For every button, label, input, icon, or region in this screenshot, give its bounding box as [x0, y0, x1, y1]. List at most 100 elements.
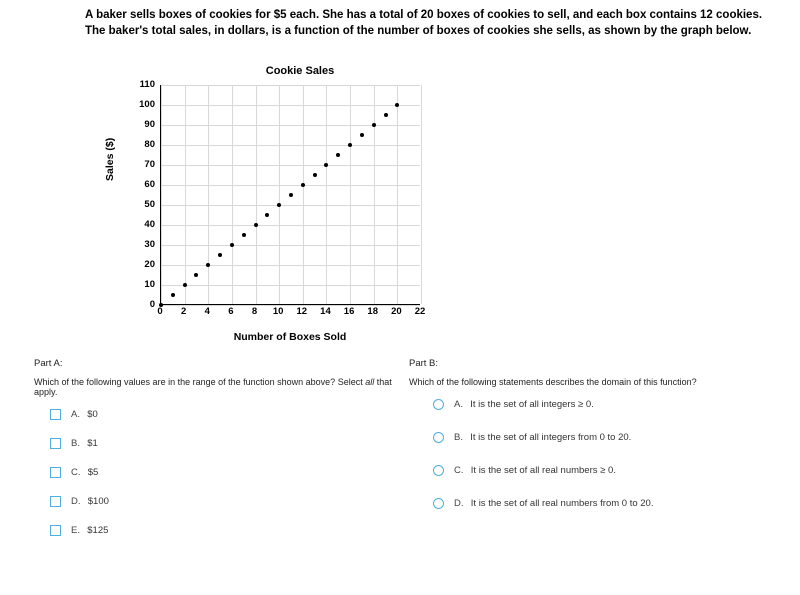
y-tick-label: 100 — [110, 99, 155, 110]
y-tick-label: 90 — [110, 119, 155, 130]
checkbox[interactable] — [50, 467, 61, 478]
checkbox[interactable] — [50, 496, 61, 507]
y-tick-label: 70 — [110, 159, 155, 170]
y-tick-label: 10 — [110, 279, 155, 290]
x-tick-label: 10 — [268, 306, 288, 317]
y-tick-label: 0 — [110, 299, 155, 310]
radio[interactable] — [433, 498, 444, 509]
data-point — [254, 223, 258, 227]
gridline-h — [161, 285, 420, 286]
radio[interactable] — [433, 432, 444, 443]
data-point — [313, 173, 317, 177]
data-point — [384, 113, 388, 117]
data-point — [395, 103, 399, 107]
gridline-v — [397, 85, 398, 304]
gridline-h — [161, 185, 420, 186]
option-text: C. $5 — [71, 467, 98, 478]
data-point — [230, 243, 234, 247]
parts-container: Part A: Which of the following values ar… — [34, 358, 774, 554]
gridline-h — [161, 245, 420, 246]
part-b-option[interactable]: C. It is the set of all real numbers ≥ 0… — [409, 465, 774, 476]
radio[interactable] — [433, 465, 444, 476]
x-tick-label: 16 — [339, 306, 359, 317]
gridline-v — [374, 85, 375, 304]
part-a: Part A: Which of the following values ar… — [34, 358, 399, 554]
y-tick-label: 110 — [110, 79, 155, 90]
part-a-option[interactable]: B. $1 — [34, 438, 399, 449]
gridline-v — [161, 85, 162, 304]
x-tick-label: 22 — [410, 306, 430, 317]
data-point — [348, 143, 352, 147]
checkbox[interactable] — [50, 438, 61, 449]
x-axis-label: Number of Boxes Sold — [160, 331, 420, 343]
part-b-option[interactable]: A. It is the set of all integers ≥ 0. — [409, 399, 774, 410]
data-point — [183, 283, 187, 287]
gridline-v — [208, 85, 209, 304]
option-text: D. $100 — [71, 496, 109, 507]
option-text: A. It is the set of all integers ≥ 0. — [454, 399, 594, 410]
data-point — [277, 203, 281, 207]
gridline-v — [303, 85, 304, 304]
data-point — [289, 193, 293, 197]
x-tick-label: 14 — [315, 306, 335, 317]
x-tick-label: 4 — [197, 306, 217, 317]
x-tick-label: 2 — [174, 306, 194, 317]
gridline-h — [161, 105, 420, 106]
gridline-v — [185, 85, 186, 304]
gridline-h — [161, 165, 420, 166]
gridline-h — [161, 205, 420, 206]
radio[interactable] — [433, 399, 444, 410]
part-a-q-emph: all — [365, 377, 374, 387]
x-tick-label: 18 — [363, 306, 383, 317]
gridline-h — [161, 125, 420, 126]
part-b: Part B: Which of the following statement… — [409, 358, 774, 554]
data-point — [218, 253, 222, 257]
plot-area — [160, 85, 420, 305]
y-tick-label: 30 — [110, 239, 155, 250]
gridline-v — [279, 85, 280, 304]
data-point — [360, 133, 364, 137]
part-a-options: A. $0 B. $1 C. $5 D. $100 E. $125 — [34, 409, 399, 536]
x-tick-label: 20 — [386, 306, 406, 317]
gridline-v — [232, 85, 233, 304]
data-point — [265, 213, 269, 217]
x-tick-label: 0 — [150, 306, 170, 317]
gridline-h — [161, 265, 420, 266]
option-text: C. It is the set of all real numbers ≥ 0… — [454, 465, 616, 476]
part-b-question: Which of the following statements descri… — [409, 377, 774, 387]
problem-statement: A baker sells boxes of cookies for $5 ea… — [85, 8, 785, 39]
part-a-option[interactable]: E. $125 — [34, 525, 399, 536]
part-b-option[interactable]: B. It is the set of all integers from 0 … — [409, 432, 774, 443]
data-point — [301, 183, 305, 187]
data-point — [324, 163, 328, 167]
data-point — [206, 263, 210, 267]
gridline-v — [326, 85, 327, 304]
part-a-label: Part A: — [34, 358, 399, 369]
gridline-h — [161, 225, 420, 226]
part-a-question: Which of the following values are in the… — [34, 377, 399, 397]
gridline-h — [161, 85, 420, 86]
part-a-q-prefix: Which of the following values are in the… — [34, 377, 365, 387]
data-point — [242, 233, 246, 237]
y-tick-label: 20 — [110, 259, 155, 270]
x-tick-label: 6 — [221, 306, 241, 317]
data-point — [171, 293, 175, 297]
gridline-v — [421, 85, 422, 304]
x-tick-label: 12 — [292, 306, 312, 317]
y-tick-label: 60 — [110, 179, 155, 190]
option-text: B. It is the set of all integers from 0 … — [454, 432, 631, 443]
part-a-option[interactable]: C. $5 — [34, 467, 399, 478]
data-point — [336, 153, 340, 157]
data-point — [194, 273, 198, 277]
x-tick-label: 8 — [245, 306, 265, 317]
part-a-option[interactable]: D. $100 — [34, 496, 399, 507]
gridline-v — [256, 85, 257, 304]
part-b-option[interactable]: D. It is the set of all real numbers fro… — [409, 498, 774, 509]
y-tick-label: 50 — [110, 199, 155, 210]
y-tick-label: 80 — [110, 139, 155, 150]
part-a-option[interactable]: A. $0 — [34, 409, 399, 420]
checkbox[interactable] — [50, 409, 61, 420]
gridline-h — [161, 145, 420, 146]
data-point — [372, 123, 376, 127]
checkbox[interactable] — [50, 525, 61, 536]
